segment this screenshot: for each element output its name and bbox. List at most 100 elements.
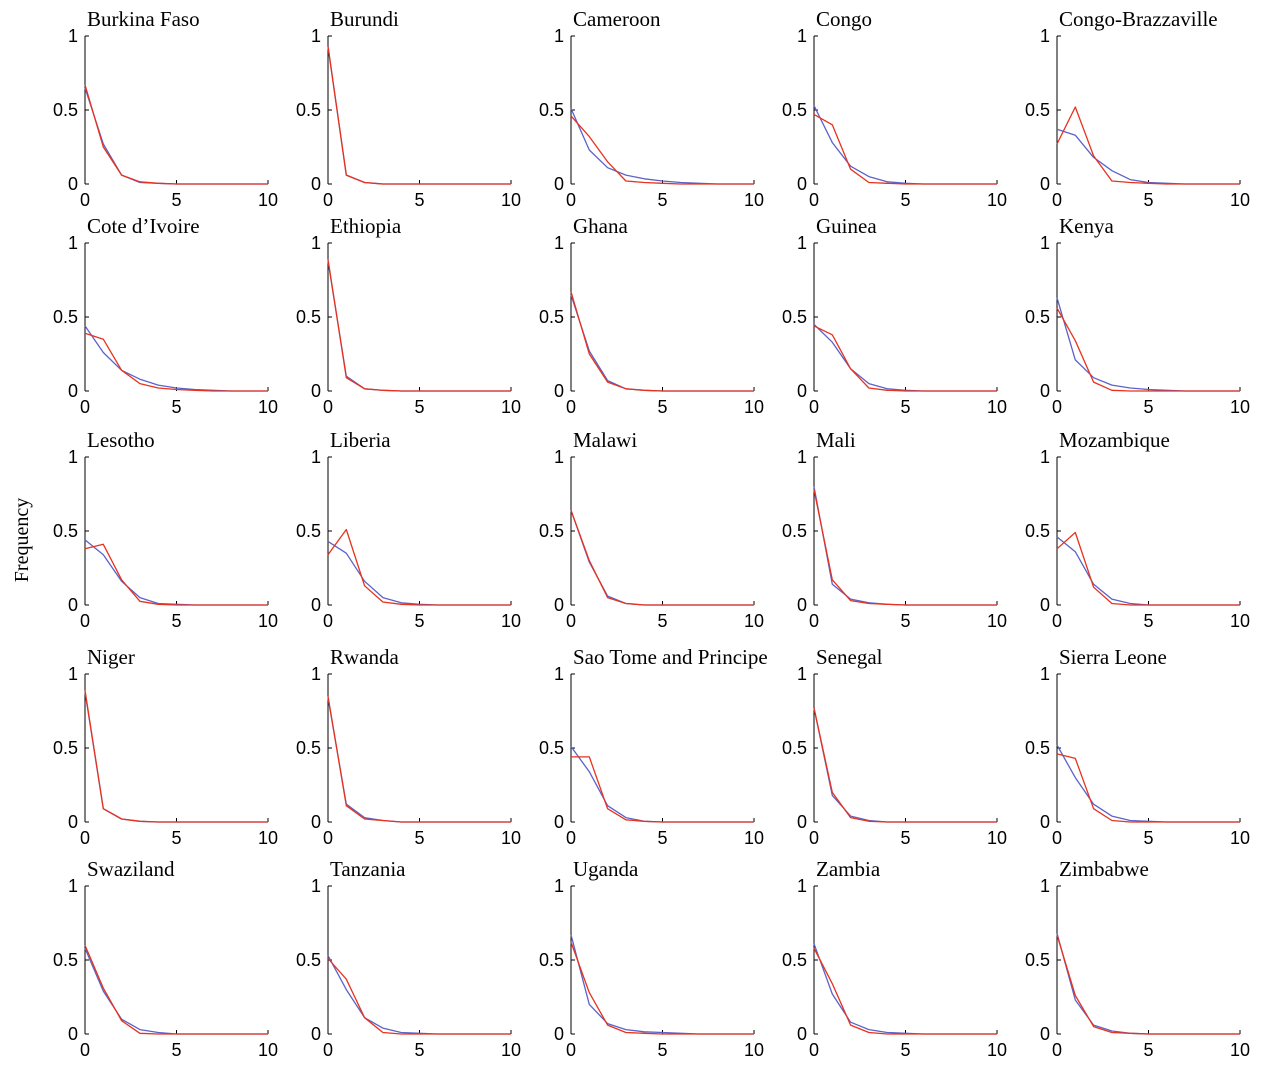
panel-title: Sao Tome and Principe [573,645,768,669]
panel-title: Senegal [816,645,883,669]
y-tick-label: 0.5 [782,950,807,970]
y-tick-label: 0.5 [1025,100,1050,120]
x-tick-label: 0 [1052,190,1062,210]
x-tick-label: 0 [566,1040,576,1060]
series-line-blue [84,947,268,1035]
y-tick-label: 0.5 [296,738,321,758]
x-tick-label: 0 [809,828,819,848]
y-tick-label: 1 [68,664,78,684]
y-tick-label: 0 [311,595,321,615]
x-tick-label: 5 [414,611,424,631]
y-tick-label: 0 [554,595,564,615]
x-tick-label: 10 [1230,611,1250,631]
x-tick-label: 5 [900,190,910,210]
x-tick-label: 5 [900,611,910,631]
x-tick-label: 10 [744,611,764,631]
x-tick-label: 0 [1052,828,1062,848]
y-tick-label: 0 [1040,595,1050,615]
series-line-blue [327,46,511,185]
series-line-blue [84,691,268,823]
x-tick-label: 10 [744,1040,764,1060]
y-tick-label: 0 [311,174,321,194]
y-tick-label: 0.5 [1025,521,1050,541]
series-line-red [84,543,268,606]
series-line-blue [1056,933,1240,1035]
panel-title: Zambia [816,857,881,881]
series-line-red [84,690,268,823]
panel-title: Congo-Brazzaville [1059,7,1218,31]
series-line-red [570,941,754,1035]
y-tick-label: 0.5 [782,100,807,120]
y-tick-label: 0.5 [296,950,321,970]
x-tick-label: 0 [809,1040,819,1060]
y-tick-label: 1 [797,447,807,467]
y-tick-label: 0 [797,381,807,401]
series-line-blue [813,486,997,606]
x-tick-label: 0 [80,1040,90,1060]
y-tick-label: 0 [68,1024,78,1044]
y-tick-label: 1 [68,876,78,896]
series-line-blue [813,323,997,392]
y-tick-label: 0.5 [539,738,564,758]
panel-title: Guinea [816,214,877,238]
x-tick-label: 0 [80,190,90,210]
x-tick-label: 10 [258,828,278,848]
x-tick-label: 10 [258,611,278,631]
y-axis-label: Frequency [11,498,33,582]
x-tick-label: 5 [900,828,910,848]
series-line-red [570,115,754,185]
x-tick-label: 10 [501,1040,521,1060]
y-tick-label: 1 [797,876,807,896]
panel-title: Burkina Faso [87,7,200,31]
x-tick-label: 0 [323,190,333,210]
panel-title: Lesotho [87,428,155,452]
x-tick-label: 10 [744,828,764,848]
x-tick-label: 0 [809,397,819,417]
panel-title: Liberia [330,428,391,452]
y-tick-label: 0 [1040,174,1050,194]
y-tick-label: 1 [797,233,807,253]
y-tick-label: 1 [1040,447,1050,467]
panel-title: Burundi [330,7,399,31]
panel-title: Cote d’Ivoire [87,214,200,238]
x-tick-label: 0 [1052,397,1062,417]
x-tick-label: 5 [171,1040,181,1060]
y-tick-label: 0.5 [53,100,78,120]
panel-title: Malawi [573,428,637,452]
x-tick-label: 5 [171,190,181,210]
y-tick-label: 1 [311,876,321,896]
x-tick-label: 5 [1143,611,1153,631]
y-tick-label: 0 [1040,381,1050,401]
series-line-red [1056,934,1240,1035]
x-tick-label: 0 [566,190,576,210]
y-tick-label: 1 [1040,26,1050,46]
x-tick-label: 5 [900,397,910,417]
series-line-red [813,325,997,392]
x-tick-label: 0 [323,397,333,417]
x-tick-label: 0 [809,190,819,210]
x-tick-label: 0 [80,828,90,848]
y-tick-label: 1 [311,664,321,684]
x-tick-label: 10 [501,828,521,848]
x-tick-label: 5 [414,1040,424,1060]
y-tick-label: 0 [1040,812,1050,832]
series-line-red [1056,753,1240,823]
y-tick-label: 0 [311,381,321,401]
y-tick-label: 0 [554,381,564,401]
series-line-blue [84,87,268,185]
y-tick-label: 1 [554,233,564,253]
x-tick-label: 0 [566,611,576,631]
series-line-red [84,84,268,185]
series-line-blue [1056,128,1240,185]
y-tick-label: 0.5 [1025,307,1050,327]
x-tick-label: 5 [1143,397,1153,417]
x-tick-label: 5 [657,397,667,417]
